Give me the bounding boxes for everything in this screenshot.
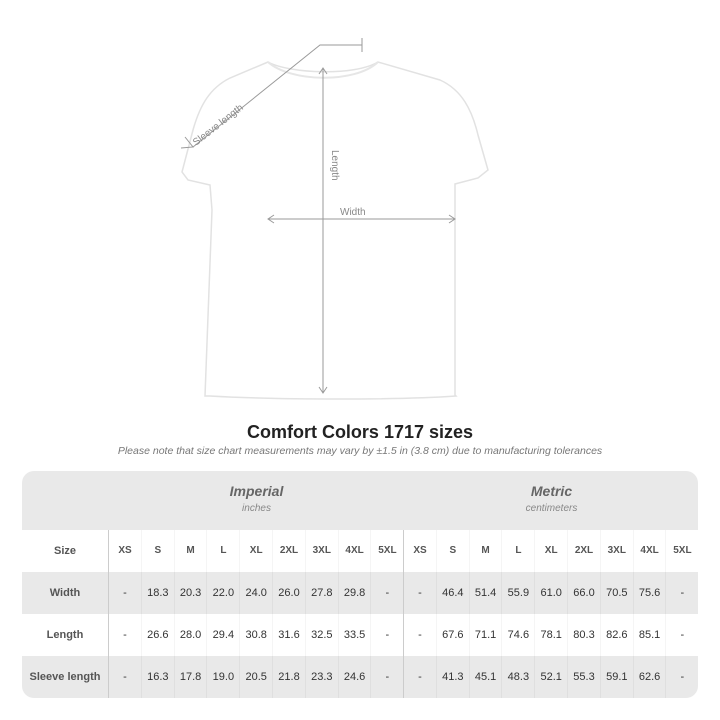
sleeve-arrow	[192, 44, 362, 148]
imperial-value: 21.8	[272, 656, 305, 698]
page-title: Comfort Colors 1717 sizes	[246, 422, 474, 442]
imperial-value: 31.6	[272, 614, 305, 656]
table-row: Length -26.6 28.0 29.4 30.8 31.6 32.5 33.5- -67.…	[22, 614, 698, 656]
imperial-value: 18.3	[140, 572, 174, 614]
imperial-value: -	[370, 614, 403, 656]
imperial-value: 29.4	[206, 614, 239, 656]
imperial-value: 29.8	[337, 572, 371, 614]
row-label: Width	[49, 587, 81, 599]
column-divider	[403, 530, 404, 698]
length-label: Length	[329, 150, 340, 181]
row-label: Size	[53, 545, 76, 557]
metric-value: 55.3	[567, 656, 600, 698]
metric-value: 67.6	[435, 614, 469, 656]
imperial-value: -	[370, 572, 403, 614]
metric-value: 80.3	[567, 614, 600, 656]
imperial-value: 23.3	[304, 656, 338, 698]
metric-value: -	[403, 572, 436, 614]
group-unit: inches	[242, 503, 271, 514]
metric-value: 45.1	[468, 656, 502, 698]
metric-value: 59.1	[599, 656, 633, 698]
imperial-value: 20.5	[239, 656, 272, 698]
size-header: M	[173, 530, 207, 572]
tshirt-shape	[181, 61, 489, 400]
imperial-value: 27.8	[304, 572, 338, 614]
row-label: Length	[46, 629, 84, 641]
size-header: 4XL	[632, 530, 666, 572]
table-row: Sleeve length -16.3 17.8 19.0 20.5 21.8 23.3 24…	[22, 656, 698, 698]
size-header: 5XL	[665, 530, 698, 572]
size-header: 5XL	[370, 530, 403, 572]
metric-value: 75.6	[632, 572, 666, 614]
imperial-value: 28.0	[173, 614, 207, 656]
size-header: L	[206, 530, 239, 572]
metric-value: -	[665, 572, 698, 614]
imperial-value: 24.0	[239, 572, 272, 614]
imperial-value: 32.5	[304, 614, 338, 656]
table-header-band: Imperial inches Metric centimeters	[22, 471, 698, 530]
tolerance-note: Please note that size chart measurements…	[117, 445, 603, 457]
measure-arrows	[180, 38, 456, 394]
imperial-value: 24.6	[337, 656, 371, 698]
group-unit: centimeters	[525, 503, 578, 514]
imperial-value: -	[108, 656, 141, 698]
metric-value: 85.1	[632, 614, 666, 656]
width-label: Width	[340, 207, 366, 218]
size-header: M	[468, 530, 502, 572]
metric-value: 48.3	[501, 656, 534, 698]
imperial-value: 17.8	[173, 656, 207, 698]
imperial-value: 16.3	[140, 656, 174, 698]
metric-value: 51.4	[468, 572, 502, 614]
metric-value: 78.1	[534, 614, 567, 656]
size-header: XL	[534, 530, 567, 572]
group-metric: Metric centimeters	[403, 483, 698, 514]
metric-value: 61.0	[534, 572, 567, 614]
metric-value: -	[665, 656, 698, 698]
metric-value: 71.1	[468, 614, 502, 656]
size-header: 2XL	[567, 530, 600, 572]
size-header: S	[140, 530, 174, 572]
metric-value: 46.4	[435, 572, 469, 614]
metric-value: 41.3	[435, 656, 469, 698]
column-divider	[108, 530, 109, 698]
size-header: 2XL	[272, 530, 305, 572]
size-header: XS	[108, 530, 141, 572]
imperial-value: 26.0	[272, 572, 305, 614]
imperial-value: 19.0	[206, 656, 239, 698]
imperial-value: 22.0	[206, 572, 239, 614]
imperial-value: 20.3	[173, 572, 207, 614]
metric-value: 70.5	[599, 572, 633, 614]
imperial-value: -	[108, 614, 141, 656]
size-header: L	[501, 530, 534, 572]
group-imperial: Imperial inches	[108, 483, 405, 514]
metric-value: 55.9	[501, 572, 534, 614]
imperial-value: -	[370, 656, 403, 698]
imperial-value: 30.8	[239, 614, 272, 656]
size-header: XS	[403, 530, 436, 572]
metric-value: -	[403, 614, 436, 656]
imperial-value: 26.6	[140, 614, 174, 656]
group-name: Imperial	[229, 483, 284, 499]
row-label: Sleeve length	[29, 671, 101, 683]
size-header: 3XL	[599, 530, 633, 572]
metric-value: -	[665, 614, 698, 656]
tshirt-diagram: Sleeve length Length Width	[180, 38, 489, 400]
size-header: XL	[239, 530, 272, 572]
metric-value: 62.6	[632, 656, 666, 698]
metric-value: -	[403, 656, 436, 698]
imperial-value: -	[108, 572, 141, 614]
metric-value: 66.0	[567, 572, 600, 614]
size-table: Imperial inches Metric centimeters Size X…	[22, 471, 698, 698]
size-header: 3XL	[304, 530, 338, 572]
size-header: S	[435, 530, 469, 572]
size-header-row: Size XS S M L XL 2XL 3XL 4XL 5XL XS S M L XL 2XL 3XL 4XL 5…	[22, 530, 698, 572]
metric-value: 52.1	[534, 656, 567, 698]
size-header: 4XL	[337, 530, 371, 572]
table-row: Width -18.3 20.3 22.0 24.0 26.0 27.8 29.8- -46.4…	[22, 572, 698, 614]
imperial-value: 33.5	[337, 614, 371, 656]
metric-value: 74.6	[501, 614, 534, 656]
group-name: Metric	[530, 483, 573, 499]
metric-value: 82.6	[599, 614, 633, 656]
